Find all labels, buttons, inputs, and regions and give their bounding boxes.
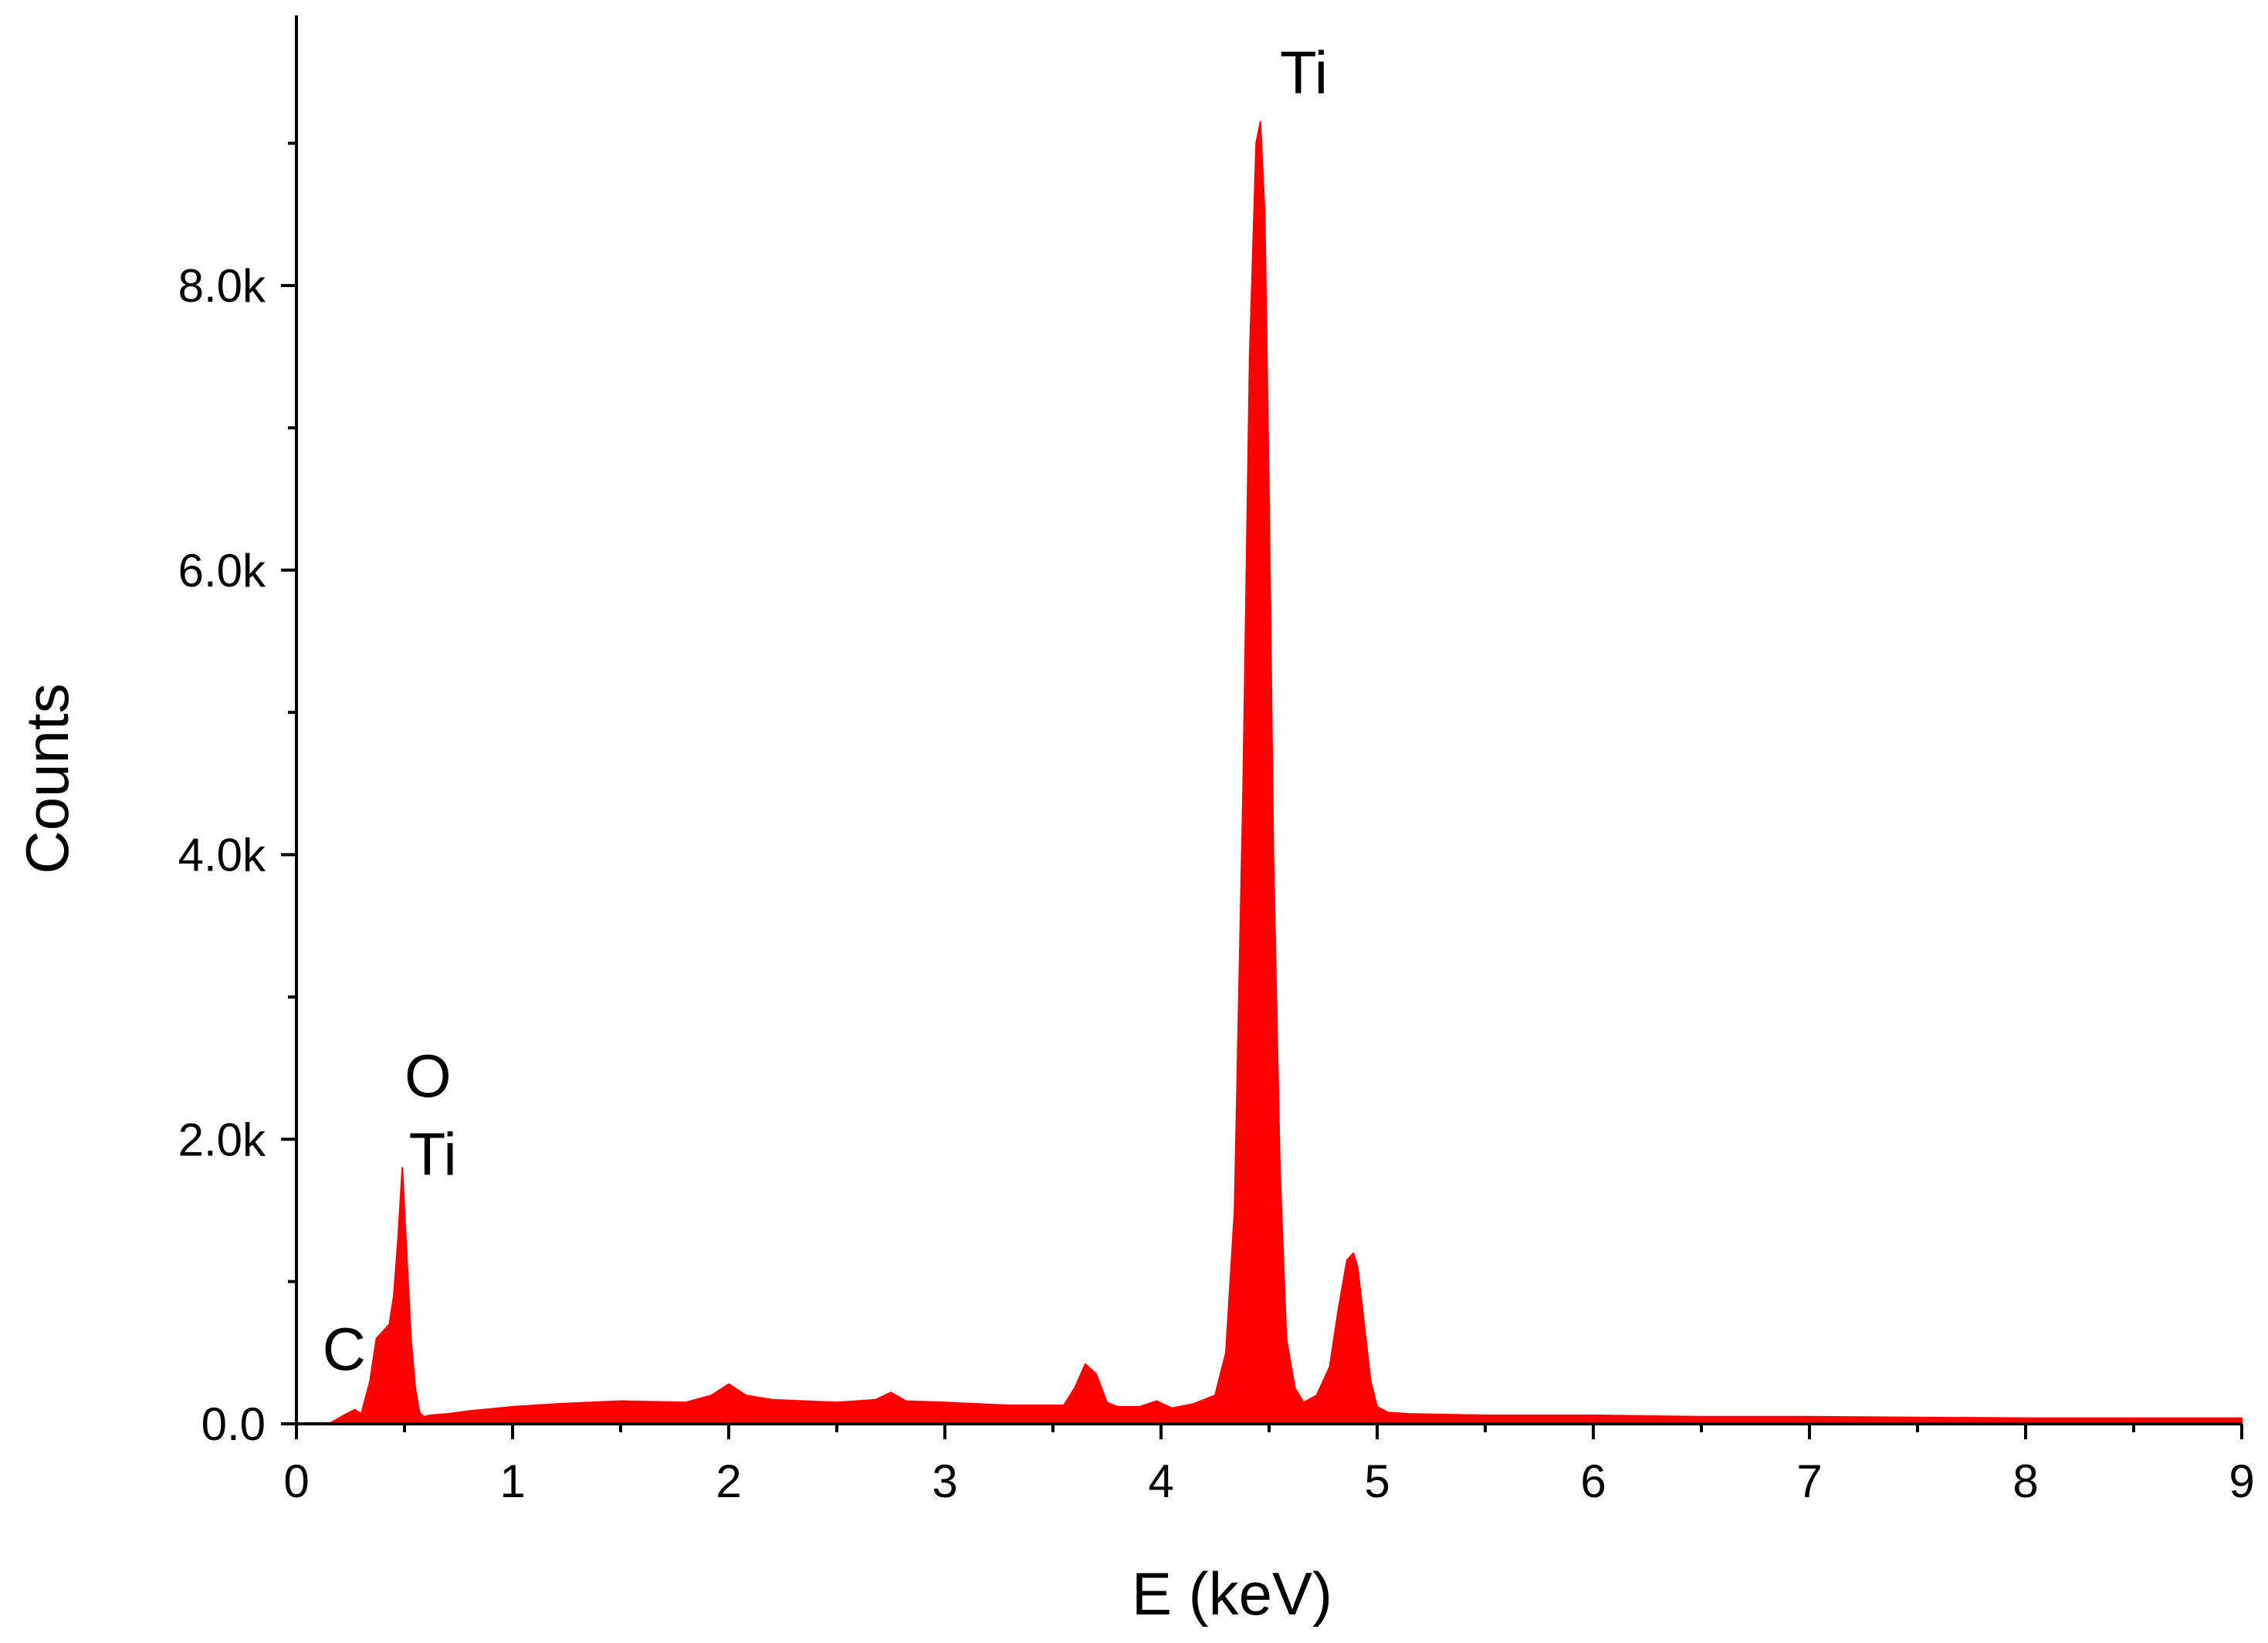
- peak-label: O: [405, 1042, 452, 1110]
- x-tick-label: 4: [1148, 1455, 1173, 1507]
- x-tick-label: 2: [716, 1455, 741, 1507]
- x-axis-label: E (keV): [1132, 1560, 1332, 1628]
- y-tick-label: 8.0k: [178, 260, 266, 312]
- x-tick-label: 8: [2012, 1455, 2038, 1507]
- peak-label: Ti: [409, 1120, 457, 1188]
- x-tick-label: 3: [932, 1455, 957, 1507]
- spectrum-area: [328, 121, 2243, 1425]
- y-tick-label: 4.0k: [178, 830, 266, 881]
- y-axis-label: Counts: [13, 683, 81, 874]
- y-tick-label: 2.0k: [178, 1114, 266, 1165]
- y-tick-label: 0.0: [201, 1398, 266, 1450]
- x-tick-label: 6: [1580, 1455, 1606, 1507]
- y-tick-label: 6.0k: [178, 545, 266, 597]
- ticks-layer: 0 1 2 3 4 5 6 7 8 9 0.0 2.0k 4.0k 6.0k 8.0k: [178, 141, 2255, 1507]
- annotation-layer: Ti O Ti C: [323, 39, 1328, 1383]
- peak-label: Ti: [1280, 39, 1328, 106]
- x-tick-label: 0: [283, 1455, 309, 1507]
- spectrum-layer: [328, 121, 2243, 1425]
- x-tick-label: 7: [1796, 1455, 1822, 1507]
- x-tick-label: 5: [1364, 1455, 1390, 1507]
- x-tick-label: 1: [499, 1455, 525, 1507]
- peak-label: C: [323, 1315, 366, 1383]
- x-tick-label: 9: [2229, 1455, 2254, 1507]
